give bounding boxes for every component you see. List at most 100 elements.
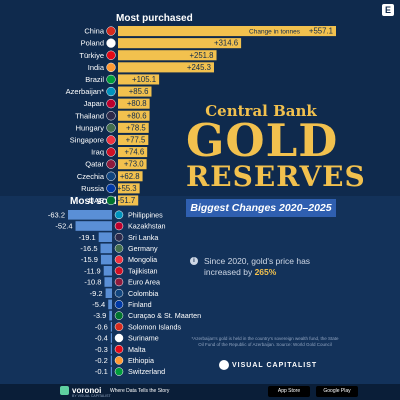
bar-colombia: [105, 288, 112, 298]
most-sold-heading: Most sold: [70, 196, 117, 207]
category-label-t-rkiye: Türkiye: [79, 51, 104, 60]
category-label-sri-lanka: Sri Lanka: [128, 233, 158, 242]
flag-finland-icon: [114, 300, 124, 309]
category-label-china: China: [84, 27, 104, 36]
value-label-poland: +314.6: [214, 39, 238, 48]
category-label-philippines: Philippines: [128, 210, 163, 219]
title-line2: GOLD: [186, 114, 339, 167]
category-label-malta: Malta: [128, 345, 146, 354]
value-label-mongolia: -15.9: [81, 255, 98, 264]
bar-solomon-islands: [110, 322, 112, 332]
app-store-button[interactable]: App Store: [268, 386, 310, 397]
value-label-uae: +51.7: [115, 196, 135, 205]
bar-thailand: [118, 110, 150, 121]
flag-cura-ao-st-maarten-icon: [114, 311, 124, 320]
bar-finland: [108, 299, 112, 310]
value-label-india: +245.3: [187, 63, 211, 72]
most-purchased-heading: Most purchased: [116, 13, 193, 24]
category-label-suriname: Suriname: [128, 334, 159, 343]
bar-cura-ao-st-maarten: [109, 310, 112, 321]
value-label-cura-ao-st-maarten: -3.9: [93, 311, 106, 320]
value-label-germany: -16.5: [80, 244, 97, 253]
value-label-brazil: +105.1: [132, 75, 156, 84]
category-label-brazil: Brazil: [85, 75, 104, 84]
flag-poland-icon: [106, 38, 116, 48]
value-label-colombia: -9.2: [90, 289, 103, 298]
title-line1: Central Bank: [205, 102, 317, 120]
value-label-russia: +55.3: [117, 184, 137, 193]
flag-hungary-icon: [106, 123, 116, 133]
google-play-button[interactable]: Google Play: [316, 386, 358, 397]
visual-capitalist-brand: VISUAL CAPITALIST: [232, 362, 318, 369]
category-label-czechia: Czechia: [77, 172, 105, 181]
flag-azerbaijan-icon: [106, 86, 116, 97]
bar-japan: [118, 98, 150, 109]
value-label-thailand: +80.6: [127, 111, 147, 120]
flag-germany-icon: [114, 244, 124, 253]
flag-colombia-icon: [114, 288, 124, 298]
subtitle-banner: Biggest Changes 2020–2025: [186, 199, 336, 217]
category-label-thailand: Thailand: [75, 111, 104, 120]
value-label-singapore: +77.5: [126, 136, 146, 145]
category-label-poland: Poland: [81, 39, 104, 48]
voronoi-name: voronoi: [72, 386, 102, 395]
unit-label: Change in tonnes: [249, 29, 301, 36]
category-label-uae: UAE: [89, 196, 104, 205]
bar-iraq: [118, 147, 148, 158]
purchased-bars-group: China +557.1 Poland +314.6 Türkiye +251.8 Indi…: [66, 26, 336, 206]
value-label-ethiopia: -0.2: [95, 356, 108, 365]
info-icon: i: [190, 257, 198, 265]
note-text: Since 2020, gold's price has increased b…: [192, 256, 342, 278]
voronoi-logo-icon: [60, 386, 69, 395]
category-label-hungary: Hungary: [76, 123, 105, 132]
bar-india: [118, 62, 214, 73]
category-label-cura-ao-st-maarten: Curaçao & St. Maarten: [128, 311, 201, 320]
flag-t-rkiye-icon: [106, 50, 116, 60]
flag-tajikistan-icon: [114, 266, 124, 276]
category-label-germany: Germany: [128, 244, 158, 253]
note-highlight: 265%: [254, 267, 277, 277]
value-label-malta: -0.3: [95, 345, 108, 354]
flag-ethiopia-icon: [114, 356, 124, 365]
value-label-suriname: -0.4: [95, 334, 108, 343]
category-label-azerbaijan: Azerbaijan*: [66, 87, 104, 96]
title-line3: RESERVES: [186, 160, 366, 193]
flag-singapore-icon: [106, 135, 116, 145]
category-label-india: India: [88, 63, 105, 72]
category-label-mongolia: Mongolia: [128, 255, 157, 264]
value-label-finland: -5.4: [92, 300, 105, 309]
value-label-iraq: +74.6: [124, 148, 144, 157]
flag-japan-icon: [106, 99, 116, 109]
bar-sri-lanka: [98, 232, 112, 242]
bar-china: [118, 26, 336, 37]
bar-czechia: [118, 171, 143, 182]
flag-suriname-icon: [114, 333, 124, 343]
bar-switzerland: [110, 366, 112, 377]
flag-uae-icon: [106, 195, 116, 206]
flag-iraq-icon: [106, 147, 116, 157]
value-label-czechia: +62.8: [120, 172, 140, 181]
flag-solomon-islands-icon: [114, 322, 124, 332]
value-label-japan: +80.8: [127, 99, 147, 108]
bar-brazil: [118, 74, 160, 85]
bar-t-rkiye: [118, 50, 217, 61]
value-label-switzerland: -0.1: [95, 367, 108, 376]
category-label-ethiopia: Ethiopia: [128, 356, 154, 365]
value-label-hungary: +78.5: [126, 123, 146, 132]
category-label-switzerland: Switzerland: [128, 367, 165, 376]
value-label-azerbaijan: +85.6: [129, 87, 149, 96]
flag-qatar-icon: [106, 159, 116, 169]
value-label-china: +557.1: [309, 27, 333, 36]
flag-kazakhstan-icon: [114, 221, 124, 231]
sold-bars-group: -63.2 Philippines -52.4 Kazakhstan -19.1 Sri …: [48, 210, 201, 377]
bar-suriname: [110, 333, 112, 343]
flag-thailand-icon: [106, 111, 116, 121]
category-label-singapore: Singapore: [70, 136, 104, 145]
logo-e: E: [382, 4, 394, 16]
category-label-kazakhstan: Kazakhstan: [128, 222, 166, 231]
bar-euro-area: [104, 277, 112, 287]
flag-switzerland-icon: [114, 367, 124, 376]
voronoi-by: BY VISUAL CAPITALIST: [72, 394, 111, 398]
flag-china-icon: [106, 26, 116, 36]
note-prefix: Since 2020, gold's price has increased b…: [204, 256, 311, 277]
